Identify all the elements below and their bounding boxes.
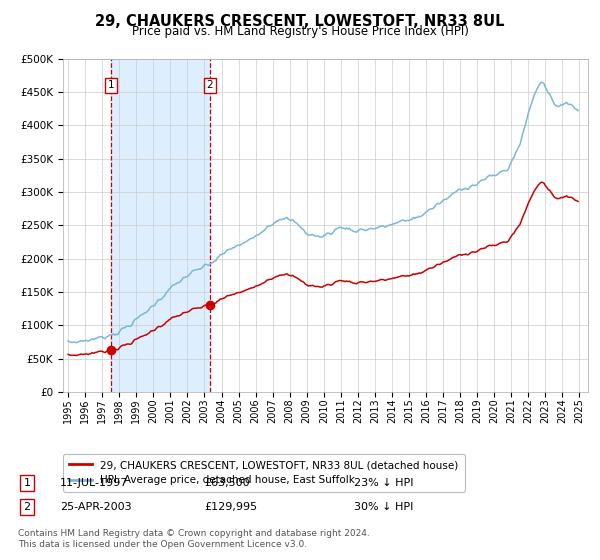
- Text: £63,500: £63,500: [204, 478, 250, 488]
- Text: 2: 2: [23, 502, 31, 512]
- Text: 30% ↓ HPI: 30% ↓ HPI: [354, 502, 413, 512]
- Text: 23% ↓ HPI: 23% ↓ HPI: [354, 478, 413, 488]
- Legend: 29, CHAUKERS CRESCENT, LOWESTOFT, NR33 8UL (detached house), HPI: Average price,: 29, CHAUKERS CRESCENT, LOWESTOFT, NR33 8…: [63, 454, 465, 492]
- Bar: [111, 59, 210, 392]
- Text: 25-APR-2003: 25-APR-2003: [60, 502, 131, 512]
- Text: Price paid vs. HM Land Registry's House Price Index (HPI): Price paid vs. HM Land Registry's House …: [131, 25, 469, 38]
- Text: 2: 2: [206, 81, 213, 91]
- Text: Contains HM Land Registry data © Crown copyright and database right 2024.
This d: Contains HM Land Registry data © Crown c…: [18, 529, 370, 549]
- Text: £129,995: £129,995: [204, 502, 257, 512]
- Text: 11-JUL-1997: 11-JUL-1997: [60, 478, 128, 488]
- Text: 1: 1: [108, 81, 115, 91]
- Text: 29, CHAUKERS CRESCENT, LOWESTOFT, NR33 8UL: 29, CHAUKERS CRESCENT, LOWESTOFT, NR33 8…: [95, 14, 505, 29]
- Text: 1: 1: [23, 478, 31, 488]
